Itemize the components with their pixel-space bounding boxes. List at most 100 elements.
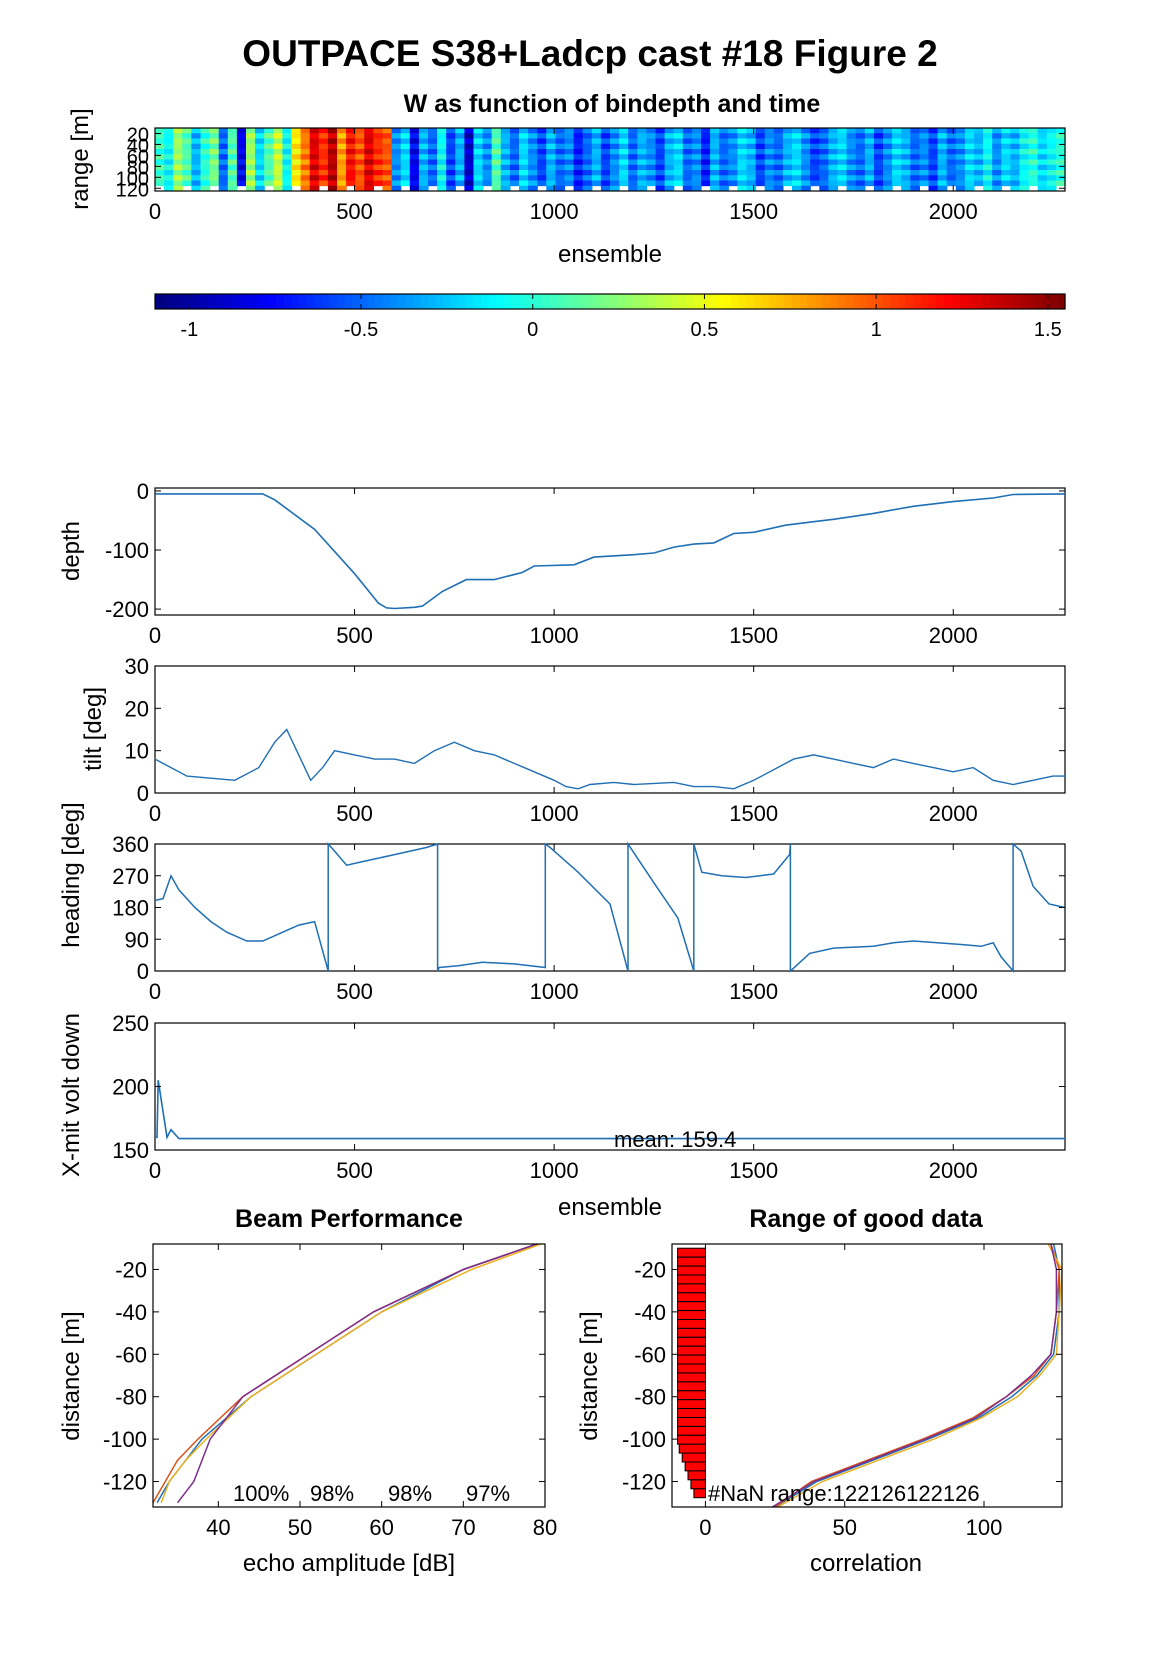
w-image-cell [218,154,229,160]
nan-bar [677,1336,706,1347]
w-image-cell [282,128,293,134]
w-image-cell [400,143,411,150]
w-image-cell [1046,133,1057,139]
w-image-cell [1010,149,1021,155]
w-image-cell [810,159,820,166]
w-image-cell [610,133,620,139]
w-image-cell [300,143,311,150]
w-image-cell [582,175,593,181]
w-image-cell [446,133,456,139]
w-image-cell [364,185,374,192]
w-image-cell [837,175,848,181]
w-image-cell [155,154,165,160]
w-image-cell [337,138,347,145]
w-image-cell [637,180,647,187]
w-image-cell [773,175,784,181]
colorbar-step [344,294,353,309]
beam-pct-1: 100% [233,1481,289,1506]
w-image-cell [246,175,256,181]
w-image-cell [400,164,411,171]
w-image-cell [464,159,475,166]
w-image-cell [792,185,802,192]
w-image-cell [1001,175,1011,181]
w-image-cell [300,154,311,160]
w-image-cell [555,138,566,145]
w-image-cell [1028,138,1039,145]
w-image-cell [719,133,729,139]
w-image-cell [455,143,465,150]
colorbar-step [473,294,482,309]
w-image-cell [191,138,202,145]
w-image-cell [992,128,1002,134]
w-image-cell [509,164,520,171]
w-image-cell [273,154,283,160]
w-image-cell [437,164,447,171]
w-image-cell [837,128,848,134]
w-image-cell [992,154,1002,160]
xmit-x-label: ensemble [558,1194,662,1221]
w-image-cell [691,128,702,134]
w-image-cell [282,133,293,139]
w-image-cell [719,170,729,176]
range-frame [671,1243,1063,1508]
w-image-cell [337,159,347,166]
w-image-cell [227,170,238,176]
w-image-cell [355,138,365,145]
w-image-cell [801,133,811,139]
w-image-cell [236,133,247,139]
w-image-cell [992,138,1002,145]
w-image-cell [218,185,229,192]
w-image-cell [1046,154,1057,160]
w-image-cell [282,170,293,176]
w-image-cell [710,180,720,187]
w-image-cell [591,143,602,150]
w-image-cell [801,149,811,155]
w-image-cell [491,133,502,139]
w-image-cell [246,149,256,155]
w-image-cell [782,128,793,134]
w-image-cell [992,143,1002,150]
w-image-cell [582,149,593,155]
w-image-cell [191,154,202,160]
w-image-cell [1055,133,1066,139]
nan-bar [677,1372,706,1383]
w-image-cell [655,185,666,192]
w-image-cell [418,138,429,145]
xmit-ticks: 0 500 1000 1500 2000 150 200 250 [112,1011,1065,1183]
colorbar-tick-label: -1 [180,319,198,341]
w-image-cell [400,133,411,139]
beam-series-line [176,1243,538,1504]
w-image-cell [737,164,748,171]
colorbar-step [185,294,194,309]
w-image-cell [191,143,202,150]
w-image-cell [473,180,484,187]
w-image-cell [155,164,165,171]
depth-line [155,493,1066,610]
w-image-cell [983,159,993,166]
w-image-cell [691,164,702,171]
w-image-cell [155,143,165,150]
w-image-cell [537,159,547,166]
w-image-panel: W as function of bindepth and time 0 500 1… [67,90,1066,268]
w-image-cell [873,128,884,134]
w-image-cell [246,170,256,176]
w-image-cell [173,128,183,134]
w-image-cell [682,185,693,192]
w-image-cell [1037,138,1048,145]
w-image-cell [901,180,911,187]
w-image-cell [801,154,811,160]
w-image-cell [164,128,174,134]
w-image-cell [955,170,966,176]
colorbar: -1 -0.5 0 0.5 1 1.5 [154,293,1066,341]
w-image-cell [291,180,302,187]
w-image-cell [182,170,192,176]
w-image-cell [528,154,538,160]
w-image-cell [637,138,647,145]
w-image-cell [719,143,729,150]
w-image-xtick-label: 1500 [729,199,778,224]
w-image-cell [519,185,529,192]
w-image-cell [564,159,575,166]
heading-xtick-label: 1500 [729,979,778,1004]
w-image-cell [464,133,475,139]
colorbar-step [807,294,816,309]
